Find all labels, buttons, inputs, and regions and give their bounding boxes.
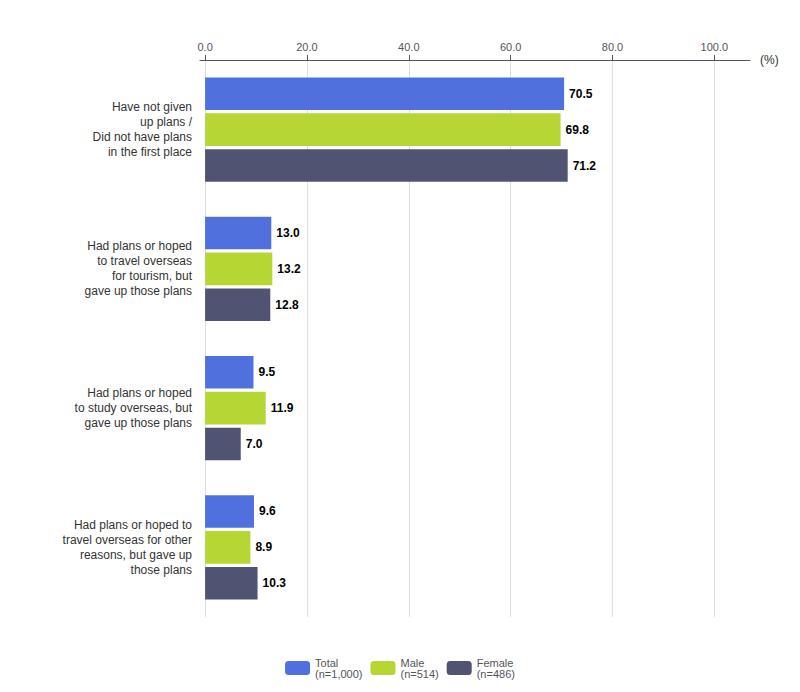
svg-text:60.0: 60.0	[500, 41, 521, 53]
svg-text:reasons, but gave up: reasons, but gave up	[80, 548, 192, 562]
svg-text:40.0: 40.0	[398, 41, 419, 53]
svg-text:those plans: those plans	[131, 563, 192, 577]
svg-text:Had plans or hoped to: Had plans or hoped to	[74, 518, 192, 532]
svg-text:travel overseas for other: travel overseas for other	[63, 533, 192, 547]
svg-text:Total: Total	[315, 656, 339, 669]
svg-text:9.5: 9.5	[258, 365, 275, 379]
svg-text:(%): (%)	[760, 53, 779, 67]
svg-text:69.8: 69.8	[566, 123, 590, 137]
svg-text:12.8: 12.8	[275, 298, 299, 312]
svg-text:71.2: 71.2	[573, 159, 597, 173]
svg-text:80.0: 80.0	[602, 41, 623, 53]
svg-text:to travel overseas: to travel overseas	[97, 254, 192, 268]
svg-text:13.2: 13.2	[277, 262, 301, 276]
svg-text:20.0: 20.0	[296, 41, 317, 53]
svg-text:100.0: 100.0	[701, 41, 729, 53]
svg-text:(n=514): (n=514)	[400, 668, 438, 680]
svg-text:for tourism, but: for tourism, but	[112, 269, 193, 283]
svg-text:7.0: 7.0	[246, 437, 263, 451]
svg-text:70.5: 70.5	[569, 87, 593, 101]
svg-text:13.0: 13.0	[276, 226, 300, 240]
svg-text:Did not have plans: Did not have plans	[93, 130, 192, 144]
svg-text:(n=486): (n=486)	[477, 668, 515, 680]
svg-text:11.9: 11.9	[271, 401, 294, 415]
svg-text:up plans /: up plans /	[140, 115, 193, 129]
svg-text:Have not given: Have not given	[112, 100, 192, 114]
svg-text:to study overseas, but: to study overseas, but	[75, 401, 193, 415]
svg-text:Had plans or hoped: Had plans or hoped	[87, 386, 192, 400]
svg-text:Had plans or hoped: Had plans or hoped	[87, 239, 192, 253]
svg-text:0.0: 0.0	[197, 41, 212, 53]
svg-text:10.3: 10.3	[263, 576, 287, 590]
svg-text:gave up those plans: gave up those plans	[85, 284, 192, 298]
svg-text:9.6: 9.6	[259, 504, 276, 518]
svg-text:Male: Male	[400, 656, 425, 669]
svg-text:in the first place: in the first place	[108, 145, 192, 159]
svg-text:gave up those plans: gave up those plans	[85, 416, 192, 430]
svg-text:Female: Female	[476, 656, 514, 669]
svg-text:(n=1,000): (n=1,000)	[315, 668, 362, 680]
svg-text:8.9: 8.9	[255, 540, 272, 554]
